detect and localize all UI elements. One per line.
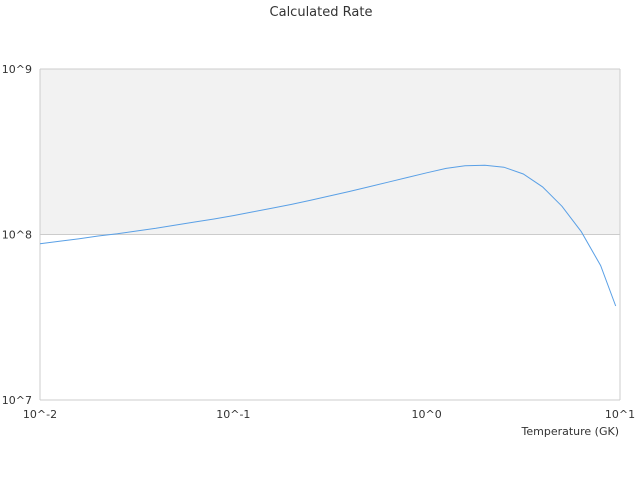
- x-tick-label: 10^-1: [216, 408, 250, 421]
- x-axis-title: Temperature (GK): [521, 425, 620, 438]
- x-tick-label: 10^-2: [23, 408, 57, 421]
- x-tick-label: 10^1: [605, 408, 635, 421]
- x-tick-label: 10^0: [412, 408, 442, 421]
- series-line: [39, 164, 617, 307]
- y-tick-label: 10^7: [2, 394, 32, 407]
- chart-title: Calculated Rate: [270, 5, 373, 20]
- y-tick-label: 10^8: [2, 229, 32, 242]
- y-tick-label: 10^9: [2, 63, 32, 76]
- plot-band: [40, 69, 620, 235]
- plot-area: 10^9 10^8 10^710^-2 10^-1 10^0 10^1: [2, 63, 635, 421]
